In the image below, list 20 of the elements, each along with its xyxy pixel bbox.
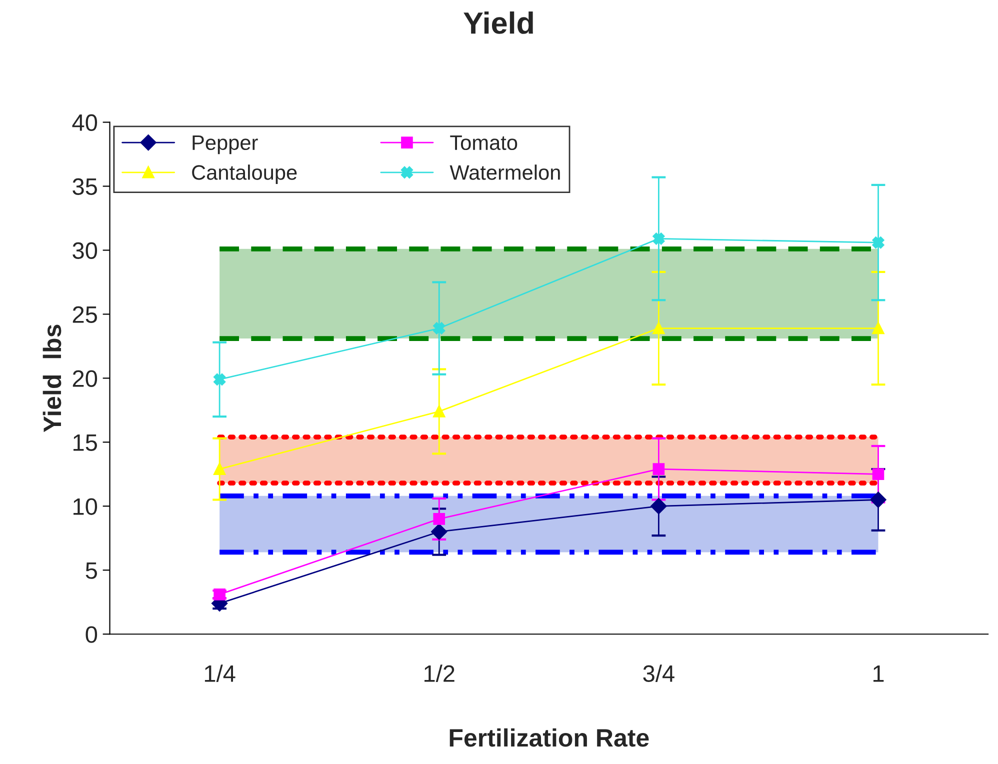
y-tick-label: 25 (72, 306, 97, 323)
y-tick-label: 40 (72, 114, 98, 132)
x-tick-label: 1/2 (424, 664, 454, 682)
y-axis-title: Yield lbs (42, 324, 62, 432)
y-tick-label: 5 (86, 562, 97, 579)
x-axis-title: Fertilization Rate (450, 728, 649, 747)
y-tick-label: 20 (72, 370, 98, 387)
y-tick-label: 10 (74, 498, 98, 515)
x-tick-label: 1 (873, 666, 884, 682)
y-tick-label: 30 (72, 242, 98, 259)
legend-label: Tomato (450, 136, 518, 150)
legend-label: Pepper (192, 136, 258, 154)
x-tick-label: 1/4 (204, 664, 236, 682)
legend-label: Cantaloupe (192, 164, 297, 184)
x-tick-label: 3/4 (643, 664, 674, 682)
y-tick-label: 0 (86, 626, 98, 643)
legend-label: Watermelon (450, 164, 560, 180)
y-tick-label: 35 (72, 178, 97, 196)
y-tick-label: 15 (74, 434, 97, 451)
chart-title: Yield (464, 11, 533, 34)
